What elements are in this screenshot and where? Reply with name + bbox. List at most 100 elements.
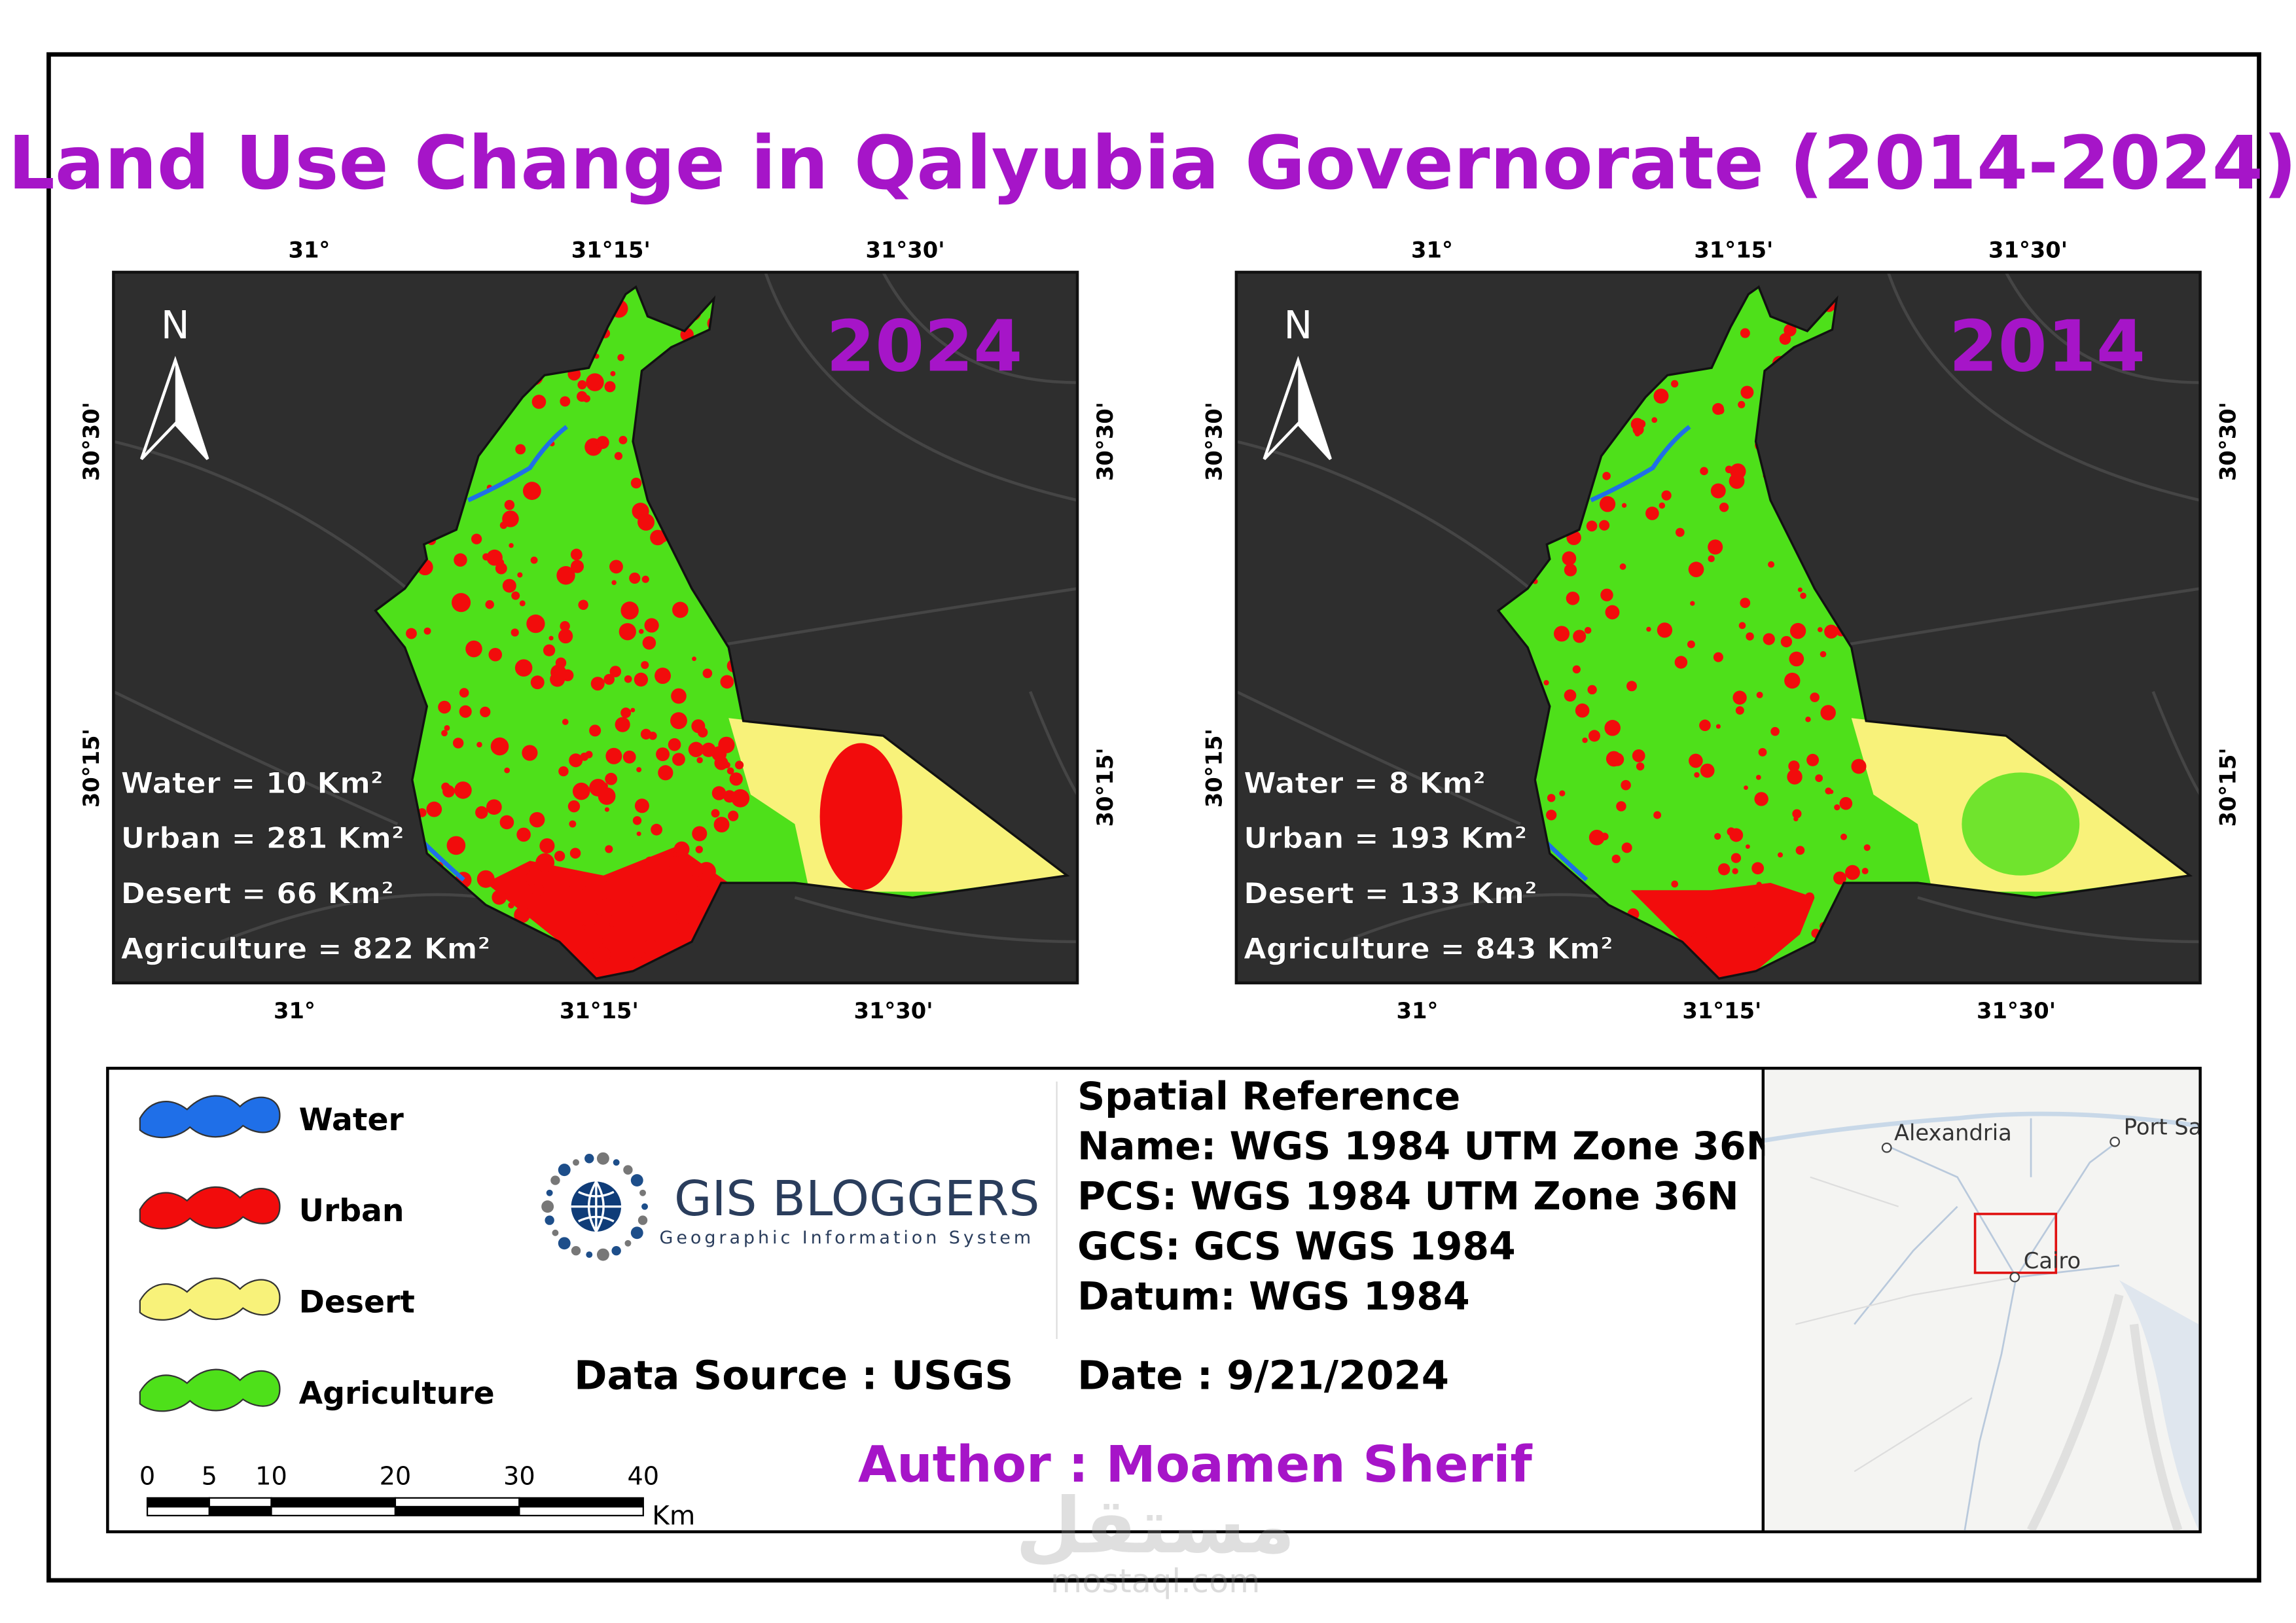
urban-speck <box>641 661 649 669</box>
urban-speck <box>603 673 615 685</box>
urban-speck <box>617 354 624 361</box>
urban-speck <box>577 380 587 390</box>
urban-speck <box>696 757 703 764</box>
scale-segment <box>146 1506 210 1516</box>
urban-speck <box>1751 862 1765 875</box>
urban-speck <box>1863 844 1871 851</box>
urban-speck <box>688 741 704 757</box>
author: Author : Moamen Sherif <box>858 1436 1532 1494</box>
urban-speck <box>1738 622 1746 630</box>
map-body <box>1236 272 2200 983</box>
area-stat: Urban = 281 Km² <box>121 821 404 855</box>
urban-speck <box>1657 622 1673 638</box>
urban-speck <box>585 951 595 961</box>
urban-speck <box>1621 842 1632 853</box>
urban-speck <box>519 600 526 607</box>
urban-speck <box>1689 753 1703 768</box>
urban-speck <box>622 750 636 764</box>
urban-speck <box>569 820 577 828</box>
urban-speck <box>1851 758 1867 774</box>
spatial-reference: Datum: WGS 1984 <box>1077 1274 1470 1319</box>
urban-speck <box>509 543 514 548</box>
urban-speck <box>609 560 623 574</box>
urban-speck <box>454 781 472 799</box>
urban-speck <box>1588 829 1605 846</box>
urban-speck <box>1653 811 1662 819</box>
urban-speck <box>1792 809 1802 819</box>
urban-speck <box>568 873 587 891</box>
urban-speck <box>482 553 490 561</box>
urban-speck <box>1621 779 1631 791</box>
urban-speck <box>480 706 491 718</box>
urban-speck <box>522 745 538 761</box>
urban-speck <box>1716 406 1725 415</box>
urban-speck <box>454 553 467 567</box>
left-coordinate: 30°15' <box>1201 728 1227 808</box>
logo-dot <box>571 1245 581 1256</box>
urban-speck <box>511 591 520 600</box>
right-coordinate: 30°30' <box>1092 402 1118 481</box>
urban-speck <box>444 724 450 731</box>
bottom-coordinate: 31°30' <box>1977 998 2056 1024</box>
urban-speck <box>526 868 545 888</box>
legend-swatch <box>139 1186 281 1230</box>
urban-speck <box>642 636 656 650</box>
area-stat: Desert = 66 Km² <box>121 876 394 911</box>
urban-speck <box>535 853 555 872</box>
urban-speck <box>604 807 609 812</box>
urban-speck <box>598 787 616 805</box>
map-border <box>1234 270 2202 985</box>
urban-speck <box>543 644 556 656</box>
urban-speck <box>634 672 649 687</box>
urban-speck <box>605 845 613 853</box>
north-label: N <box>161 303 190 348</box>
bottom-coordinate: 31° <box>274 998 315 1024</box>
urban-speck <box>1778 852 1784 858</box>
urban-speck <box>1732 690 1747 705</box>
bottom-coordinate: 31°30' <box>854 998 933 1024</box>
inset-land <box>1765 1069 2199 1531</box>
urban-speck <box>1730 463 1746 480</box>
urban-speck <box>508 902 514 909</box>
urban-speck <box>611 580 617 586</box>
urban-speck <box>515 444 526 455</box>
left-coordinate: 30°30' <box>1201 402 1227 481</box>
urban-speck <box>1572 665 1581 673</box>
legend-swatch <box>139 1095 281 1139</box>
scale-segment <box>270 1497 397 1508</box>
urban-speck <box>1763 633 1775 645</box>
urban-speck <box>492 889 507 905</box>
area-stat: Agriculture = 822 Km² <box>121 931 491 966</box>
logo-dot <box>573 1159 579 1166</box>
urban-speck <box>664 865 670 871</box>
urban-speck <box>1546 810 1557 821</box>
urban-speck <box>1659 502 1666 509</box>
roads <box>113 272 1078 944</box>
inset-city <box>1881 1142 1892 1153</box>
urban-speck <box>514 906 530 923</box>
urban-speck <box>1784 672 1801 689</box>
urban-speck <box>1599 496 1616 512</box>
urban-speck <box>605 772 618 785</box>
urban-speck <box>637 513 655 531</box>
roads <box>1236 272 2200 944</box>
urban-speck <box>1676 527 1685 537</box>
spatial-reference: Spatial Reference <box>1077 1074 1460 1118</box>
urban-speck <box>1746 844 1750 849</box>
logo-dot <box>613 1159 620 1166</box>
urban-speck <box>723 790 736 803</box>
urban-speck <box>1817 627 1823 632</box>
logo-dot <box>637 1215 648 1225</box>
urban-speck <box>640 728 652 740</box>
urban-speck <box>1746 632 1754 641</box>
urban-speck <box>615 717 630 732</box>
agriculture-patch <box>1962 772 2080 876</box>
map-year: 2024 <box>826 306 1022 388</box>
urban-speck <box>594 946 611 963</box>
urban-speck <box>522 482 541 500</box>
outer-border <box>46 52 2261 1583</box>
urban-speck <box>556 566 575 585</box>
urban-speck <box>1784 323 1797 337</box>
urban-speck <box>1543 680 1549 686</box>
urban-speck <box>658 765 673 781</box>
